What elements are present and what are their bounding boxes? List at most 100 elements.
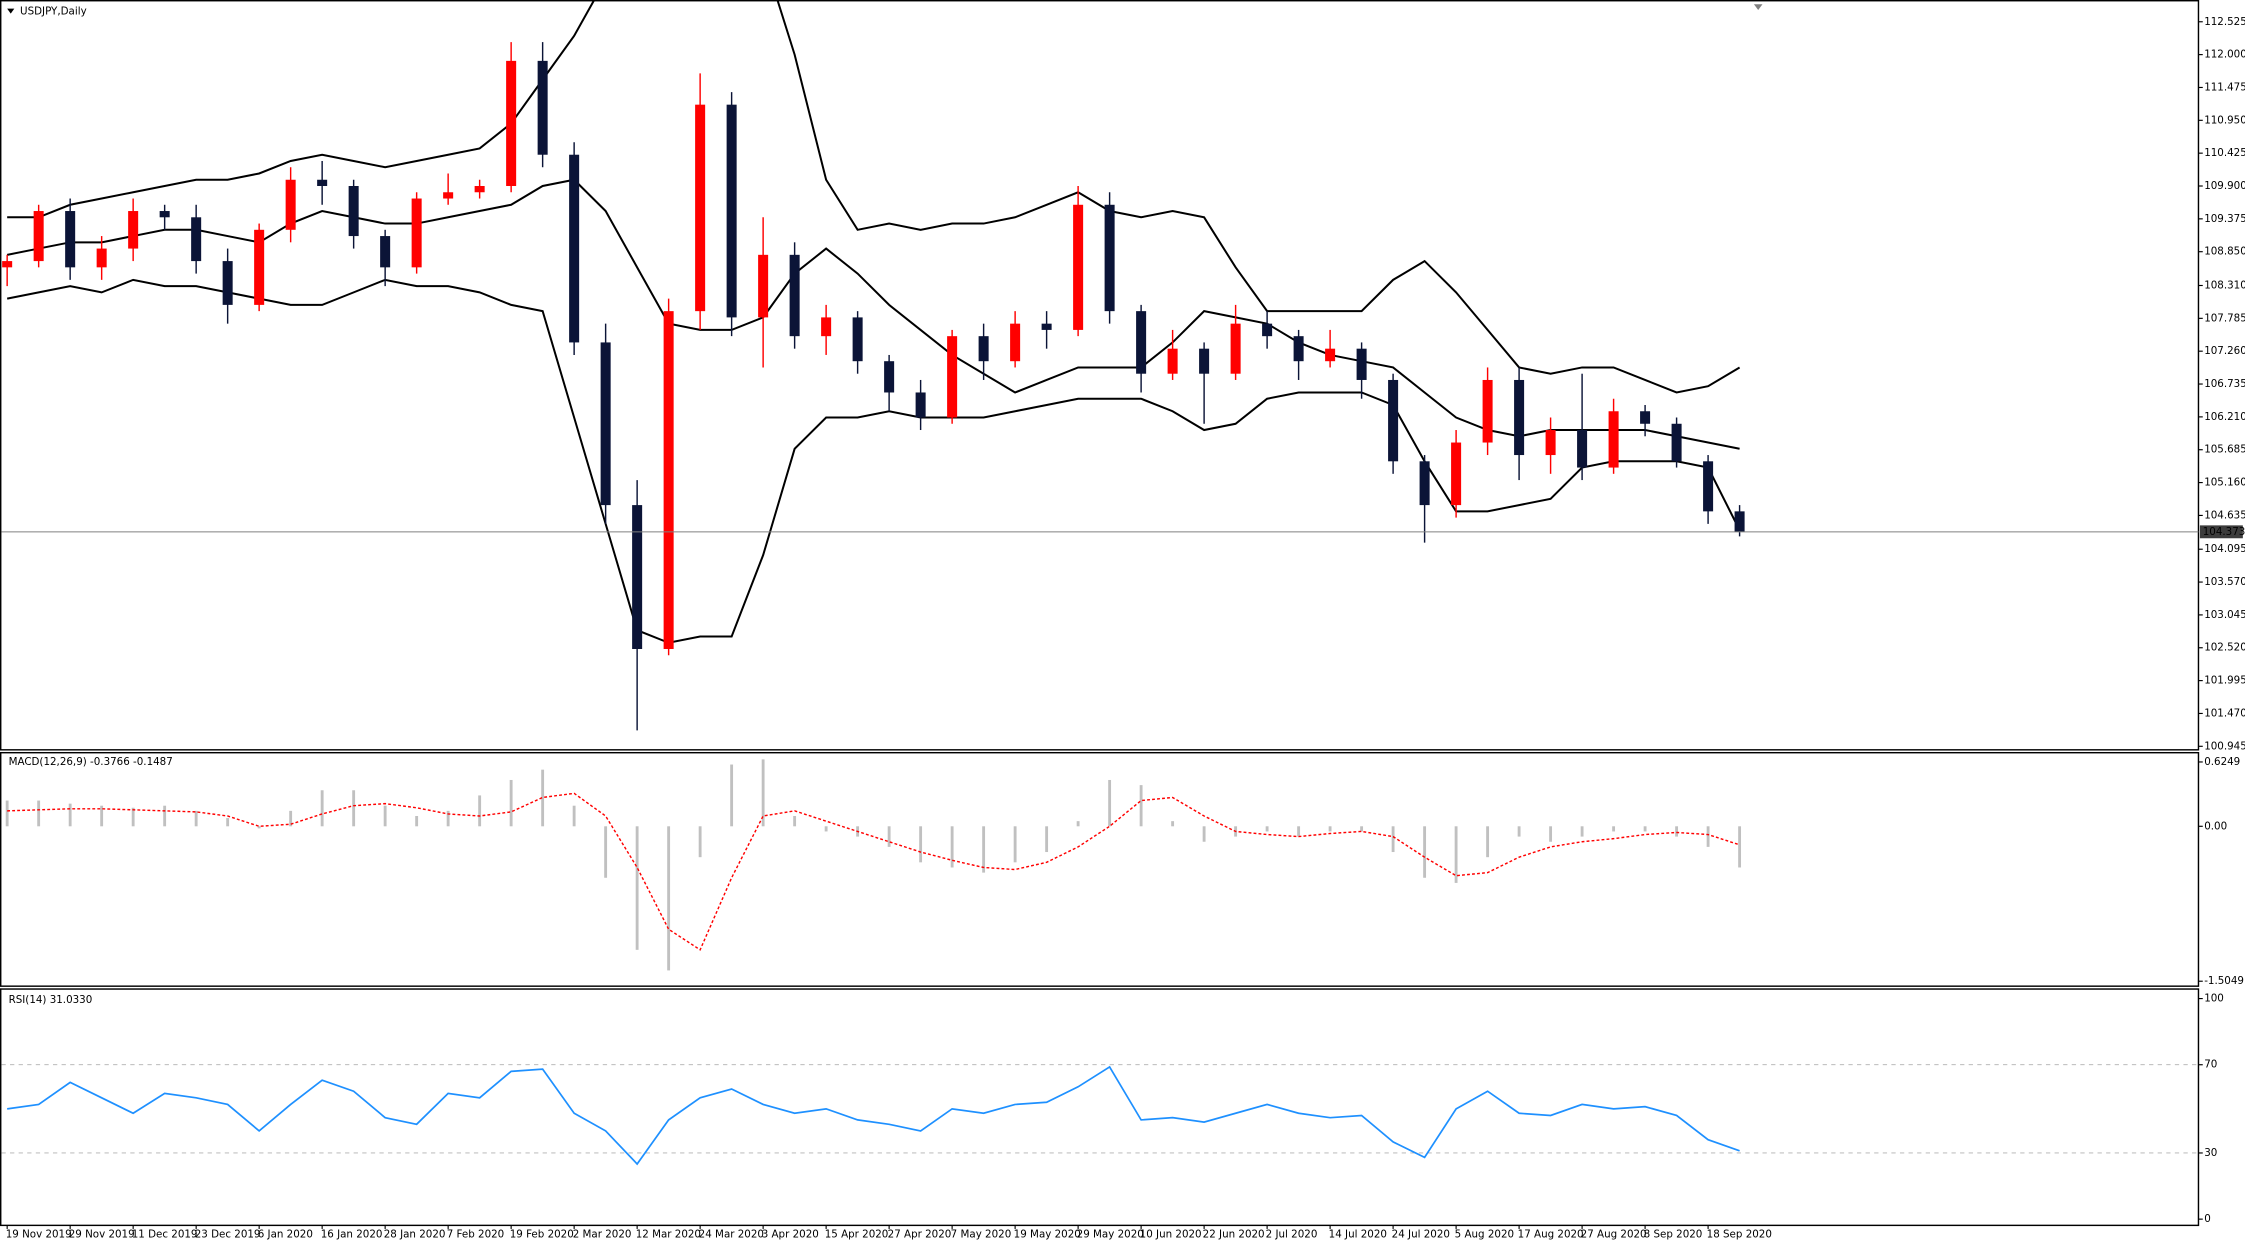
- macd-histogram-bar: [1139, 785, 1143, 827]
- candle-body: [1608, 411, 1619, 468]
- y-tick-label: 109.375: [2204, 213, 2245, 225]
- macd-histogram-bar: [1171, 821, 1175, 827]
- candle-body: [1734, 511, 1745, 533]
- candle-body: [632, 505, 643, 650]
- macd-histogram-bar: [1454, 826, 1458, 883]
- y-tick-label: 70: [2204, 1059, 2217, 1071]
- y-tick-label: 102.520: [2204, 642, 2245, 654]
- candle-body: [1451, 442, 1462, 506]
- macd-histogram-bar: [1013, 826, 1017, 863]
- macd-histogram-bar: [1108, 779, 1112, 827]
- candle-body: [1388, 379, 1399, 462]
- x-tick-label: 27 Aug 2020: [1581, 1229, 1647, 1241]
- menu-arrow[interactable]: [7, 8, 15, 14]
- macd-histogram-bar: [478, 795, 482, 827]
- macd-histogram-bar: [730, 764, 734, 827]
- candle-body: [695, 104, 706, 312]
- macd-histogram-bar: [824, 826, 828, 832]
- candle-body: [884, 361, 895, 393]
- candle-body: [1262, 323, 1273, 337]
- candle-body: [726, 104, 737, 318]
- y-tick-label: 108.850: [2204, 246, 2245, 258]
- macd-histogram-bar: [131, 807, 135, 827]
- macd-histogram-bar: [1706, 826, 1710, 847]
- macd-histogram-bar: [635, 826, 639, 950]
- y-tick-label: 103.570: [2204, 576, 2245, 588]
- x-tick-label: 19 May 2020: [1014, 1229, 1081, 1241]
- x-tick-label: 11 Dec 2019: [132, 1229, 198, 1241]
- bollinger-line: [7, 0, 1741, 394]
- x-tick-label: 3 Apr 2020: [762, 1229, 819, 1241]
- candle-body: [317, 179, 328, 187]
- x-tick-label: 6 Jan 2020: [258, 1229, 313, 1241]
- x-tick-label: 18 Sep 2020: [1707, 1229, 1772, 1241]
- bollinger-line: [6, 178, 1740, 450]
- y-tick-label: 105.685: [2204, 444, 2245, 456]
- y-tick-label: 108.310: [2204, 279, 2245, 291]
- macd-histogram-bar: [100, 805, 104, 827]
- macd-histogram-bar: [226, 818, 230, 827]
- macd-histogram-bar: [1265, 826, 1269, 832]
- x-tick-label: 10 Jun 2020: [1140, 1229, 1202, 1241]
- y-tick-label: 101.470: [2204, 707, 2245, 719]
- macd-histogram-bar: [1517, 826, 1521, 837]
- y-tick-label: 111.475: [2204, 81, 2245, 93]
- y-tick-label: 110.425: [2204, 147, 2245, 159]
- candle-body: [1577, 430, 1588, 468]
- candle-body: [1199, 348, 1210, 374]
- y-tick-label: 112.000: [2204, 49, 2245, 61]
- candle-body: [1136, 311, 1147, 374]
- macd-histogram-bar: [1045, 826, 1049, 853]
- candle-body: [1545, 430, 1556, 456]
- y-tick-label: 106.735: [2204, 378, 2245, 390]
- candle-body: [380, 236, 391, 268]
- candle-body: [1041, 323, 1052, 330]
- macd-histogram-bar: [68, 803, 72, 827]
- candle-body: [2, 261, 13, 268]
- x-tick-label: 29 May 2020: [1077, 1229, 1144, 1241]
- shift-marker: [1753, 4, 1763, 11]
- candle-body: [1230, 323, 1241, 374]
- candle-body: [600, 342, 611, 506]
- x-tick-label: 2 Jul 2020: [1266, 1229, 1318, 1241]
- y-tick-label: 107.260: [2204, 345, 2245, 357]
- macd-histogram-bar: [887, 826, 891, 847]
- macd-histogram-bar: [793, 816, 797, 827]
- macd-histogram-bar: [352, 790, 356, 827]
- price-pane-title: USDJPY,Daily: [20, 5, 87, 17]
- candle-body: [978, 336, 989, 362]
- macd-histogram-bar: [509, 779, 513, 827]
- macd-pane-title: MACD(12,26,9) -0.3766 -0.1487: [9, 756, 173, 768]
- macd-histogram-bar: [1360, 826, 1364, 832]
- x-tick-label: 2 Mar 2020: [573, 1229, 632, 1241]
- candle-body: [663, 311, 674, 650]
- candle-body: [411, 198, 422, 268]
- macd-histogram-bar: [1202, 826, 1206, 842]
- candle-body: [1010, 323, 1021, 362]
- candle-body: [915, 392, 926, 418]
- y-tick-label: 112.525: [2204, 16, 2245, 28]
- macd-histogram-bar: [289, 810, 293, 827]
- macd-histogram-bar: [1423, 826, 1427, 878]
- x-tick-label: 23 Dec 2019: [195, 1229, 261, 1241]
- rsi-pane-frame: [0, 988, 2200, 1227]
- x-tick-label: 14 Jul 2020: [1329, 1229, 1387, 1241]
- y-tick-label: 107.785: [2204, 312, 2245, 324]
- x-tick-label: 29 Nov 2019: [69, 1229, 135, 1241]
- candle-body: [348, 186, 359, 237]
- y-tick-label: 105.160: [2204, 477, 2245, 489]
- x-tick-label: 24 Jul 2020: [1392, 1229, 1450, 1241]
- candle-body: [758, 254, 769, 318]
- x-tick-label: 12 Mar 2020: [636, 1229, 701, 1241]
- y-tick-label: 100: [2204, 993, 2224, 1005]
- x-tick-label: 15 Apr 2020: [825, 1229, 889, 1241]
- x-tick-label: 28 Jan 2020: [384, 1229, 446, 1241]
- macd-histogram-bar: [1391, 826, 1395, 853]
- macd-histogram-bar: [415, 816, 419, 827]
- macd-histogram-bar: [919, 826, 923, 863]
- macd-histogram-bar: [383, 805, 387, 827]
- candle-body: [474, 186, 485, 193]
- y-tick-label: 0.6249: [2204, 756, 2240, 768]
- candle-body: [789, 254, 800, 337]
